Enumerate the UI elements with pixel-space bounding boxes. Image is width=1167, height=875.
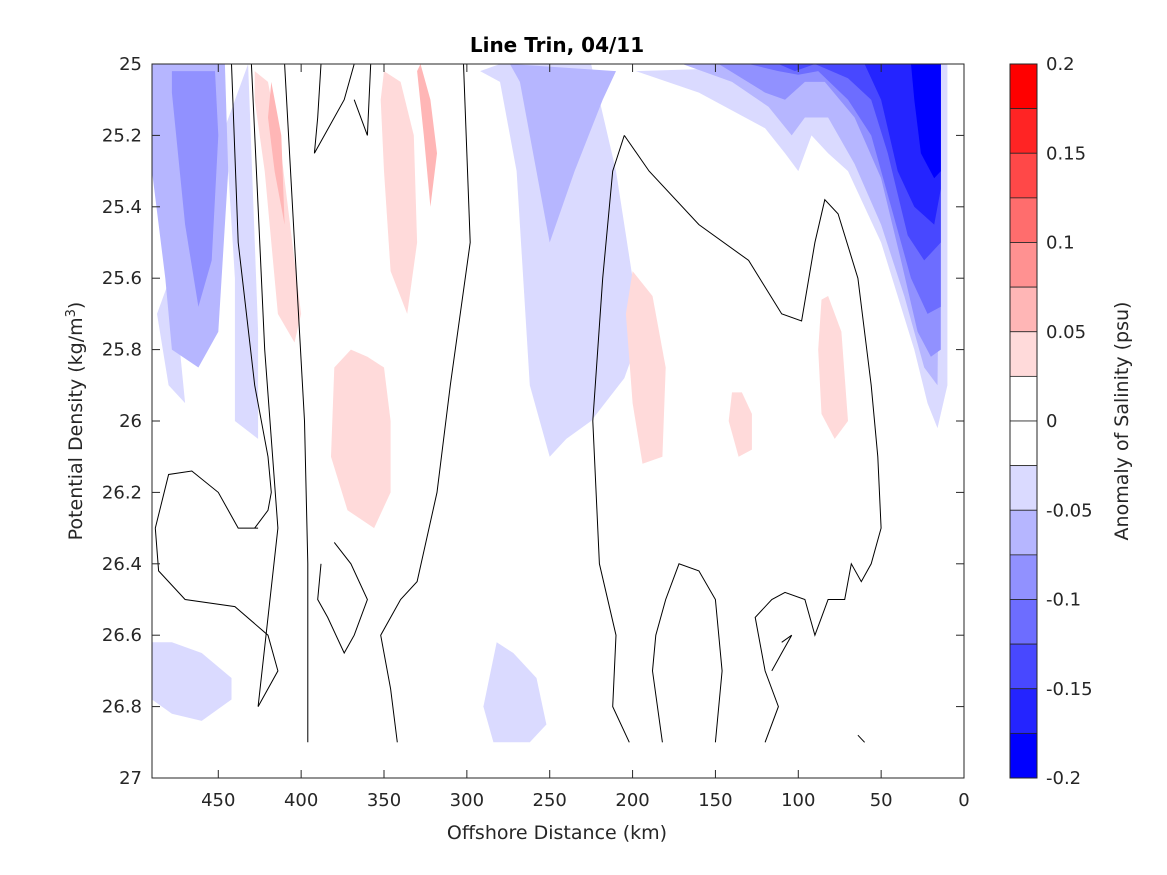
colorbar-band-15 — [1009, 732, 1038, 779]
zero-contour-line-12 — [771, 634, 793, 672]
zero-contour-line-6 — [154, 470, 259, 529]
zero-contour-line-1 — [231, 64, 272, 529]
colorbar-frame — [1009, 63, 1038, 779]
colorbar-tick-label: -0.05 — [1046, 500, 1093, 521]
x-tick-label: 150 — [698, 790, 732, 811]
colorbar-tick-label: -0.1 — [1046, 590, 1081, 611]
x-axis-title: Offshore Distance (km) — [447, 822, 667, 844]
colorbar-band-4 — [1009, 242, 1038, 288]
colorbar-tick-label: 0.1 — [1046, 233, 1075, 254]
colorbar-band-0 — [1009, 63, 1038, 110]
y-axis-title-main: Potential Density (kg/m — [65, 317, 87, 540]
colorbar-band-1 — [1009, 108, 1038, 154]
colorbar: 0.2 0.15 0.1 0.05 0 -0.05 -0.1 -0.15 -0.2 — [1009, 54, 1093, 789]
anomaly-region-3 — [152, 642, 232, 721]
zero-contour-line-11 — [651, 563, 723, 743]
colorbar-tick-label: 0 — [1046, 411, 1057, 432]
y-tick-label: 25.2 — [102, 125, 142, 146]
zero-contour-line-13 — [857, 734, 865, 743]
y-axis-ticks: 25 25.2 25.4 25.6 25.8 26 26.2 26.4 26.6 26.8 27 — [102, 54, 964, 789]
zero-contour-line-0 — [250, 64, 279, 707]
colorbar-ticks: 0.2 0.15 0.1 0.05 0 -0.05 -0.1 -0.15 -0.2 — [1046, 54, 1093, 789]
colorbar-tick-label: -0.2 — [1046, 768, 1081, 789]
x-tick-label: 200 — [615, 790, 649, 811]
colorbar-tick-label: 0.15 — [1046, 143, 1086, 164]
anomaly-region-21 — [911, 64, 941, 179]
y-axis-title-suffix: ) — [65, 302, 87, 309]
colorbar-tick-label: -0.15 — [1046, 679, 1093, 700]
y-tick-label: 27 — [119, 768, 142, 789]
colorbar-band-5 — [1009, 286, 1038, 333]
colorbar-title: Anomaly of Salinity (psu) — [1111, 302, 1133, 541]
anomaly-region-5 — [268, 81, 285, 225]
colorbar-band-6 — [1009, 331, 1038, 377]
x-axis-ticks: 450 400 350 300 250 200 150 100 50 0 — [201, 64, 970, 811]
anomaly-region-13 — [728, 392, 752, 457]
anomaly-region-8 — [331, 349, 391, 529]
anomaly-region-7 — [417, 64, 437, 207]
x-tick-label: 300 — [450, 790, 484, 811]
colorbar-bands — [1009, 63, 1038, 779]
chart-title: Line Trin, 04/11 — [470, 33, 644, 57]
x-tick-label: 450 — [201, 790, 235, 811]
colorbar-band-9 — [1009, 465, 1038, 511]
plot-area: 450 400 350 300 250 200 150 100 50 0 2525.225.425… — [102, 54, 970, 811]
colorbar-band-12 — [1009, 599, 1038, 645]
zero-contour-line-9 — [592, 135, 630, 743]
colorbar-band-14 — [1009, 688, 1038, 734]
y-tick-label: 26.2 — [102, 482, 142, 503]
anomaly-region-12 — [483, 642, 547, 743]
x-tick-label: 350 — [367, 790, 401, 811]
zero-contour-line-10 — [623, 135, 882, 743]
anomaly-region-6 — [380, 71, 418, 314]
zero-contour-line-5 — [380, 64, 471, 743]
anomaly-region-10 — [509, 64, 616, 243]
x-tick-label: 250 — [533, 790, 567, 811]
zero-contour-line-8 — [317, 542, 368, 655]
colorbar-band-8 — [1009, 420, 1038, 467]
y-tick-label: 25 — [119, 54, 142, 75]
filled-contour-layer — [152, 64, 948, 743]
x-tick-label: 100 — [781, 790, 815, 811]
y-tick-label: 26.4 — [102, 554, 142, 575]
colorbar-tick-label: 0.2 — [1046, 54, 1075, 75]
zero-contour-line-4 — [353, 64, 372, 136]
y-tick-label: 26.6 — [102, 625, 142, 646]
colorbar-band-7 — [1009, 375, 1038, 422]
anomaly-region-11 — [625, 271, 666, 464]
y-tick-label: 25.6 — [102, 268, 142, 289]
anomaly-region-14 — [818, 296, 848, 439]
zero-contour-layer — [154, 64, 882, 743]
colorbar-band-13 — [1009, 643, 1038, 690]
y-tick-label: 26.8 — [102, 697, 142, 718]
anomaly-region-2 — [171, 71, 219, 307]
colorbar-band-2 — [1009, 152, 1038, 199]
colorbar-tick-label: 0.05 — [1046, 322, 1086, 343]
colorbar-band-11 — [1009, 554, 1038, 600]
y-axis-title: Potential Density (kg/m3) — [64, 302, 87, 541]
anomaly-region-4 — [254, 71, 302, 343]
y-tick-label: 25.4 — [102, 197, 142, 218]
x-tick-label: 0 — [958, 790, 969, 811]
x-tick-label: 50 — [870, 790, 893, 811]
y-tick-label: 25.8 — [102, 340, 142, 361]
y-tick-label: 26 — [119, 411, 142, 432]
y-axis-title-superscript: 3 — [64, 309, 79, 317]
zero-contour-line-3 — [313, 64, 355, 154]
x-tick-label: 400 — [284, 790, 318, 811]
anomaly-region-9 — [480, 64, 641, 457]
colorbar-band-3 — [1009, 197, 1038, 243]
colorbar-band-10 — [1009, 509, 1038, 556]
zero-contour-line-7 — [154, 528, 279, 707]
zero-contour-line-2 — [284, 64, 309, 743]
